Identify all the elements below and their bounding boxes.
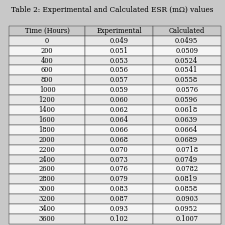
Text: 3000: 3000	[39, 185, 55, 193]
Text: 1200: 1200	[39, 96, 55, 104]
Text: 600: 600	[41, 66, 53, 74]
Text: 0.0541: 0.0541	[175, 66, 198, 74]
Text: 0.083: 0.083	[110, 185, 128, 193]
Text: 0.0903: 0.0903	[175, 195, 198, 203]
Text: 0.0782: 0.0782	[175, 165, 198, 173]
Text: 0.0819: 0.0819	[175, 175, 198, 183]
Text: 0.093: 0.093	[110, 205, 128, 213]
Text: 3200: 3200	[39, 195, 55, 203]
Text: 0.0639: 0.0639	[175, 116, 198, 124]
Text: 3600: 3600	[39, 215, 55, 223]
Text: 800: 800	[41, 76, 53, 84]
Text: 0.102: 0.102	[110, 215, 128, 223]
Text: 0.056: 0.056	[110, 66, 128, 74]
Text: 0.0524: 0.0524	[175, 56, 198, 65]
Text: 0.0596: 0.0596	[175, 96, 198, 104]
Text: 0.064: 0.064	[110, 116, 128, 124]
Text: 200: 200	[41, 47, 53, 55]
Text: 0.0689: 0.0689	[175, 136, 198, 144]
Text: 2600: 2600	[39, 165, 55, 173]
Text: 0.057: 0.057	[110, 76, 128, 84]
Text: 1800: 1800	[39, 126, 55, 134]
Text: 3400: 3400	[39, 205, 56, 213]
Text: 2000: 2000	[39, 136, 55, 144]
Text: 2800: 2800	[39, 175, 55, 183]
Text: 0.066: 0.066	[110, 126, 128, 134]
Text: 0.0952: 0.0952	[175, 205, 198, 213]
Text: 0.087: 0.087	[110, 195, 128, 203]
Text: 0.0558: 0.0558	[175, 76, 198, 84]
Text: 0.0495: 0.0495	[175, 37, 198, 45]
Text: 0.068: 0.068	[110, 136, 128, 144]
Text: 2200: 2200	[39, 146, 55, 154]
Text: 0.0664: 0.0664	[175, 126, 198, 134]
Text: 1600: 1600	[39, 116, 55, 124]
Text: 0.0718: 0.0718	[175, 146, 198, 154]
Text: 400: 400	[41, 56, 53, 65]
Text: 0.0858: 0.0858	[175, 185, 198, 193]
Text: 0.053: 0.053	[110, 56, 128, 65]
Text: Table 2: Experimental and Calculated ESR (mΩ) values: Table 2: Experimental and Calculated ESR…	[11, 6, 214, 14]
Text: 0.059: 0.059	[110, 86, 128, 94]
Text: 2400: 2400	[39, 155, 56, 164]
Text: 0.0618: 0.0618	[175, 106, 198, 114]
Text: 0.079: 0.079	[110, 175, 128, 183]
Text: 1400: 1400	[39, 106, 56, 114]
Text: Experimental: Experimental	[96, 27, 142, 35]
Text: 0.076: 0.076	[110, 165, 128, 173]
Text: 0.062: 0.062	[110, 106, 128, 114]
Text: 0.0576: 0.0576	[175, 86, 198, 94]
Text: 0.1007: 0.1007	[175, 215, 198, 223]
Text: 0.073: 0.073	[110, 155, 128, 164]
Text: 0.0509: 0.0509	[175, 47, 198, 55]
Text: 0.060: 0.060	[110, 96, 128, 104]
Text: Calculated: Calculated	[169, 27, 205, 35]
Text: 0.049: 0.049	[110, 37, 128, 45]
Text: 0: 0	[45, 37, 49, 45]
Text: 0.070: 0.070	[110, 146, 128, 154]
Text: 0.0749: 0.0749	[175, 155, 198, 164]
Text: 1000: 1000	[39, 86, 55, 94]
Text: 0.051: 0.051	[110, 47, 128, 55]
Text: Time (Hours): Time (Hours)	[25, 27, 70, 35]
